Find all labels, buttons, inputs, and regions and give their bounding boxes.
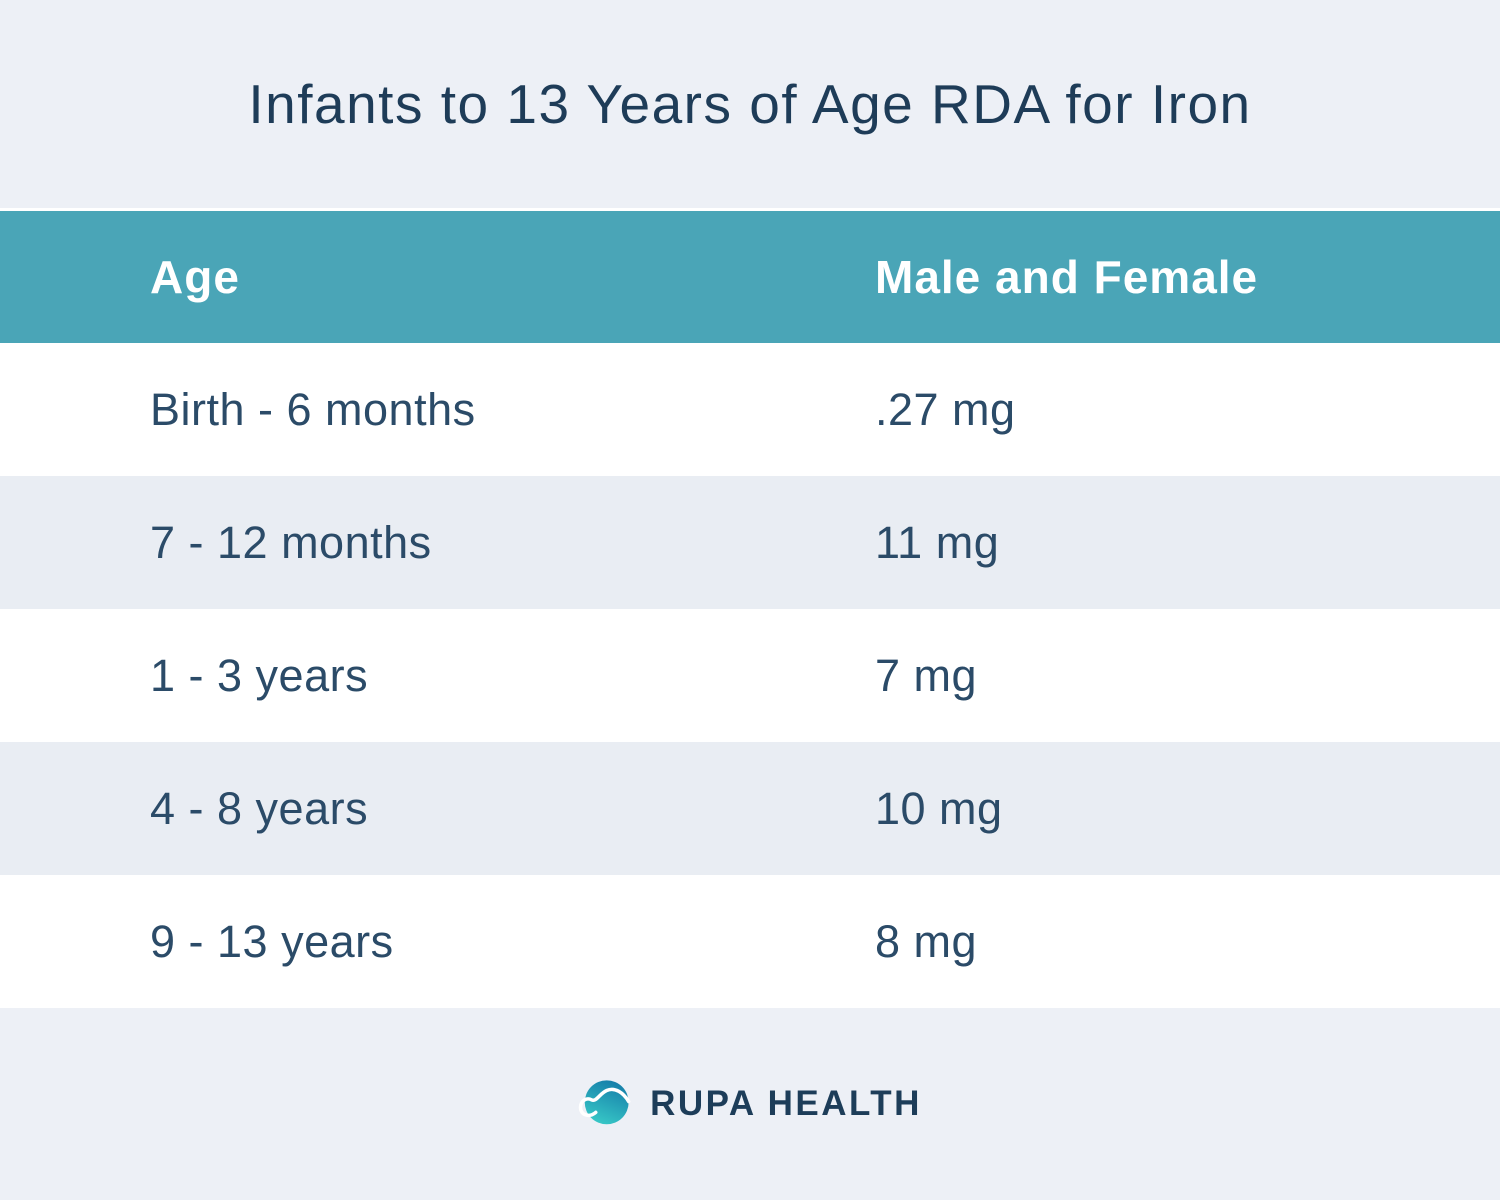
- table-row: 4 - 8 years 10 mg: [0, 742, 1500, 875]
- value-cell: .27 mg: [875, 383, 1016, 435]
- value-cell: 8 mg: [875, 915, 978, 967]
- footer-brand: RUPA HEALTH: [0, 1008, 1500, 1200]
- infinity-wave-icon: [578, 1077, 632, 1131]
- divider: [0, 208, 1500, 211]
- value-cell: 10 mg: [875, 782, 1003, 834]
- age-cell: 4 - 8 years: [150, 782, 369, 834]
- age-cell: 1 - 3 years: [150, 649, 369, 701]
- age-cell: 7 - 12 months: [150, 516, 432, 568]
- title-section: Infants to 13 Years of Age RDA for Iron: [0, 0, 1500, 208]
- table-header-row: Age Male and Female: [0, 211, 1500, 343]
- brand-name: RUPA HEALTH: [650, 1084, 922, 1123]
- value-cell: 11 mg: [875, 516, 1000, 568]
- table-row: 9 - 13 years 8 mg: [0, 875, 1500, 1008]
- age-cell: Birth - 6 months: [150, 383, 476, 435]
- column-header-male-female: Male and Female: [875, 251, 1259, 303]
- table-row: 7 - 12 months 11 mg: [0, 476, 1500, 609]
- value-cell: 7 mg: [875, 649, 978, 701]
- age-cell: 9 - 13 years: [150, 915, 394, 967]
- page-title: Infants to 13 Years of Age RDA for Iron: [248, 73, 1252, 135]
- table-row: 1 - 3 years 7 mg: [0, 609, 1500, 742]
- rda-iron-table: Age Male and Female Birth - 6 months .27…: [0, 211, 1500, 1008]
- table-row: Birth - 6 months .27 mg: [0, 343, 1500, 476]
- column-header-age: Age: [150, 251, 240, 303]
